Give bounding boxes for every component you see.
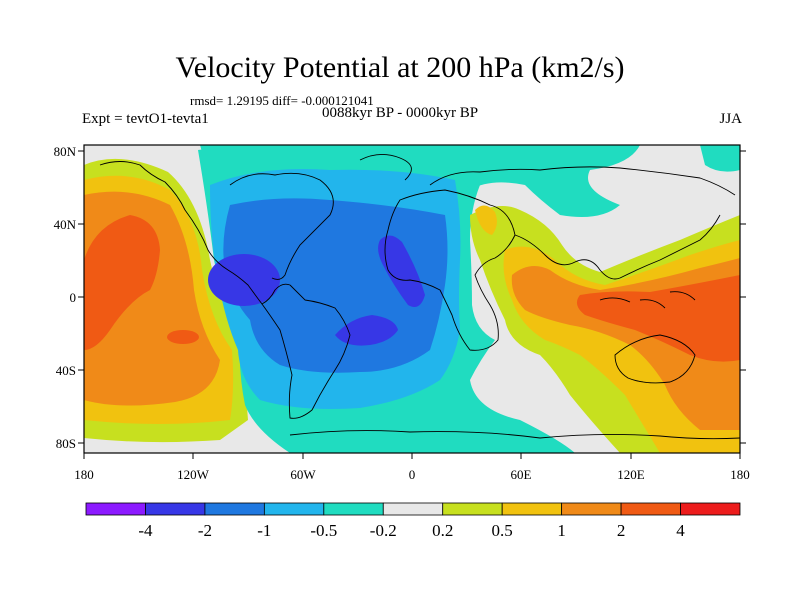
lon-label-60e: 60E xyxy=(510,467,532,482)
north-america-east-coast xyxy=(229,172,334,280)
colorbar-swatch xyxy=(442,502,503,516)
lon-label-180-east: 180 xyxy=(730,467,750,482)
colorbar-swatch xyxy=(382,502,444,516)
central-america-min xyxy=(208,254,280,306)
colorbar-label: -0.5 xyxy=(310,521,338,540)
lat-label-0: 0 xyxy=(69,290,77,305)
colorbar-swatch xyxy=(204,502,265,516)
colorbar-label: 2 xyxy=(616,521,626,540)
rmsd-diff-stats: rmsd= 1.29195 diff= -0.000121041 xyxy=(190,93,374,108)
lat-label-40s: 40S xyxy=(55,363,76,378)
lon-label-180-west: 180 xyxy=(74,467,94,482)
lat-label-40n: 40N xyxy=(53,217,76,232)
greenland-coast xyxy=(359,154,412,181)
experiment-label: Expt = tevtO1-tevta1 xyxy=(82,111,209,127)
eurasia-north-coast xyxy=(429,166,736,196)
antarctica-coast xyxy=(289,430,740,440)
colorbar-swatch xyxy=(85,502,146,516)
west-africa-min xyxy=(378,235,425,308)
colorbar-swatch xyxy=(680,502,741,516)
maritime-continent-coast xyxy=(599,291,696,309)
pacific-contour-2 xyxy=(84,215,160,350)
colorbar-label: -0.2 xyxy=(369,521,397,540)
season-label: JJA xyxy=(719,111,742,127)
colorbar-label: 4 xyxy=(676,521,685,540)
lon-label-120w: 120W xyxy=(177,467,209,482)
colorbar-label: 1 xyxy=(557,521,566,540)
colorbar-swatch xyxy=(501,502,563,516)
colorbar-label: -4 xyxy=(138,521,153,540)
lon-label-60w: 60W xyxy=(290,467,316,482)
arabia-contour-05 xyxy=(475,205,497,235)
lat-label-80n: 80N xyxy=(53,144,76,159)
lon-label-0: 0 xyxy=(408,467,416,482)
africa-coast xyxy=(384,189,516,351)
arctic-contour-neg05 xyxy=(200,145,640,218)
north-america-west-coast xyxy=(99,161,291,305)
colorbar xyxy=(85,502,741,516)
colorbar-swatch xyxy=(561,502,622,516)
asia-south-coast xyxy=(514,214,721,280)
lon-ticks xyxy=(83,453,741,459)
colorbar-label: -2 xyxy=(197,521,212,540)
arctic-east-contour xyxy=(700,145,740,172)
colorbar-swatch xyxy=(145,502,206,516)
colorbar-label: -1 xyxy=(257,521,272,540)
lat-ticks xyxy=(78,150,746,444)
indonesia-contour-2 xyxy=(576,275,740,362)
colorbar-label: 0.5 xyxy=(491,521,513,540)
australia-coast xyxy=(614,334,696,384)
south-atlantic-min xyxy=(335,315,398,346)
lon-label-120e: 120E xyxy=(617,467,645,482)
colorbar-swatch xyxy=(323,502,384,516)
map-title: Velocity Potential at 200 hPa (km2/s) xyxy=(175,51,625,84)
lat-label-80s: 80S xyxy=(55,436,76,451)
pacific-small-max xyxy=(167,330,199,344)
south-america-coast xyxy=(261,284,351,419)
colorbar-swatch xyxy=(263,502,325,516)
period-label: 0088kyr BP - 0000kyr BP xyxy=(322,105,479,121)
colorbar-label: 0.2 xyxy=(432,521,454,540)
colorbar-swatch xyxy=(620,502,681,516)
coastlines xyxy=(99,154,740,440)
contour-field xyxy=(84,145,740,453)
